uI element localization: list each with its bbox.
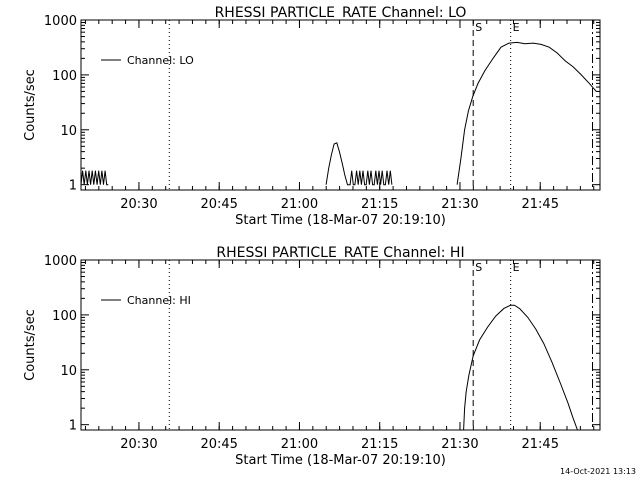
y-axis-label: Counts/sec	[23, 69, 38, 141]
panel-lo: RHESSI PARTICLE_RATE Channel: LO S E 1 10 100…	[23, 5, 601, 228]
legend-label: Channel: LO	[127, 54, 194, 67]
x-tick-label: 21:15	[361, 437, 398, 452]
marker-label-e: E	[513, 21, 520, 34]
x-tick-label: 20:45	[200, 437, 237, 452]
x-tick-label: 21:00	[281, 437, 318, 452]
marker-label-s: S	[475, 21, 482, 34]
panel-hi: RHESSI PARTICLE_RATE Channel: HI S E 1 10 100…	[23, 245, 601, 468]
y-tick-label: 1000	[44, 254, 77, 269]
x-tick-label: 21:30	[441, 197, 478, 212]
y-tick-label: 100	[52, 69, 77, 84]
y-tick-label: 1	[69, 179, 77, 194]
x-axis-label: Start Time (18-Mar-07 20:19:10)	[235, 213, 446, 228]
series-line-1-seg-2	[325, 142, 393, 186]
x-tick-label: 21:45	[522, 197, 559, 212]
series-line-1-seg-1	[463, 304, 578, 431]
y-tick-label: 10	[60, 364, 77, 379]
x-tick-label: 21:15	[361, 197, 398, 212]
x-tick-label: 21:45	[522, 437, 559, 452]
x-tick-label: 21:30	[441, 437, 478, 452]
x-axis-label: Start Time (18-Mar-07 20:19:10)	[235, 453, 446, 468]
marker-label-e: E	[513, 261, 520, 274]
footer-timestamp: 14-Oct-2021 13:13	[560, 467, 636, 476]
x-tick-label: 21:00	[281, 197, 318, 212]
x-tick-label: 20:45	[200, 197, 237, 212]
y-axis-label: Counts/sec	[23, 309, 38, 381]
y-tick-label: 10	[60, 124, 77, 139]
y-tick-label: 1000	[44, 14, 77, 29]
y-tick-label: 100	[52, 309, 77, 324]
chart-title: RHESSI PARTICLE_RATE Channel: LO	[215, 5, 467, 21]
series-line-1-seg-1	[80, 170, 109, 186]
plot-frame	[80, 19, 601, 191]
legend-label: Channel: HI	[127, 294, 191, 307]
x-tick-label: 20:30	[120, 437, 157, 452]
y-tick-label: 1	[69, 419, 77, 434]
x-tick-label: 20:30	[120, 197, 157, 212]
marker-label-s: S	[475, 261, 482, 274]
chart-title: RHESSI PARTICLE_RATE Channel: HI	[216, 245, 464, 261]
series-line-1-seg-3	[456, 41, 597, 185]
plot-frame	[80, 259, 601, 431]
